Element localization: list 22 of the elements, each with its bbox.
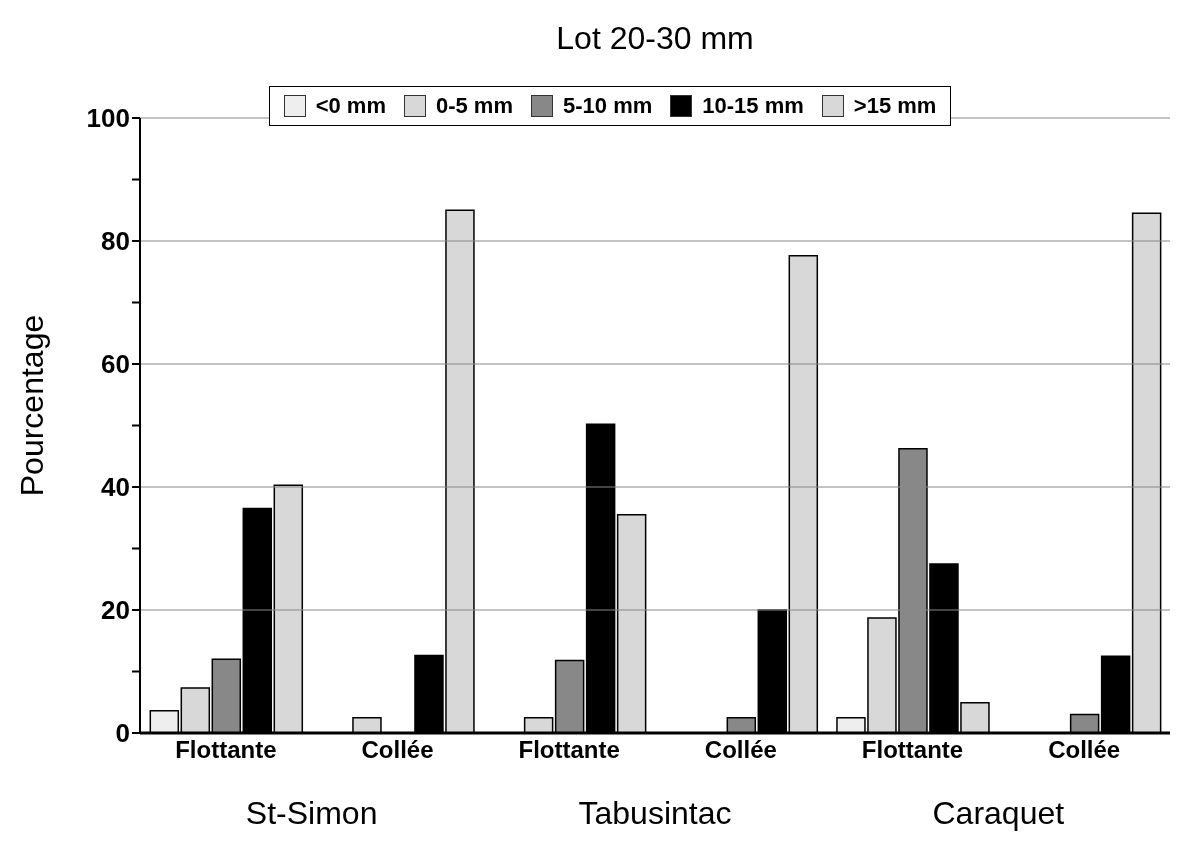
- chart-title: Lot 20-30 mm: [555, 20, 755, 57]
- y-axis-title: Pourcentage: [14, 314, 52, 497]
- y-tick-label: 80: [101, 226, 130, 257]
- y-tick-label: 20: [101, 595, 130, 626]
- y-tick-label: 60: [101, 349, 130, 380]
- legend-label: 10-15 mm: [702, 93, 804, 119]
- x-tick-label: Collée: [361, 736, 434, 764]
- x-tick-label: Collée: [704, 736, 777, 764]
- text: Caraquet: [931, 795, 1066, 832]
- y-tick-label: 0: [115, 718, 130, 749]
- x-tick-label: Flottante: [175, 736, 277, 764]
- x-tick-label: Flottante: [518, 736, 620, 764]
- x-tick-label: Collée: [1048, 736, 1121, 764]
- legend-label: <0 mm: [315, 93, 386, 119]
- text: Tabusintac: [577, 795, 733, 832]
- y-tick-label: 100: [86, 103, 130, 134]
- text: St-Simon: [244, 795, 379, 832]
- legend-label: 5-10 mm: [563, 93, 653, 119]
- legend-label: 0-5 mm: [435, 93, 513, 119]
- y-tick-label: 40: [101, 472, 130, 503]
- legend-label: >15 mm: [853, 93, 937, 119]
- x-tick-label: Flottante: [861, 736, 964, 764]
